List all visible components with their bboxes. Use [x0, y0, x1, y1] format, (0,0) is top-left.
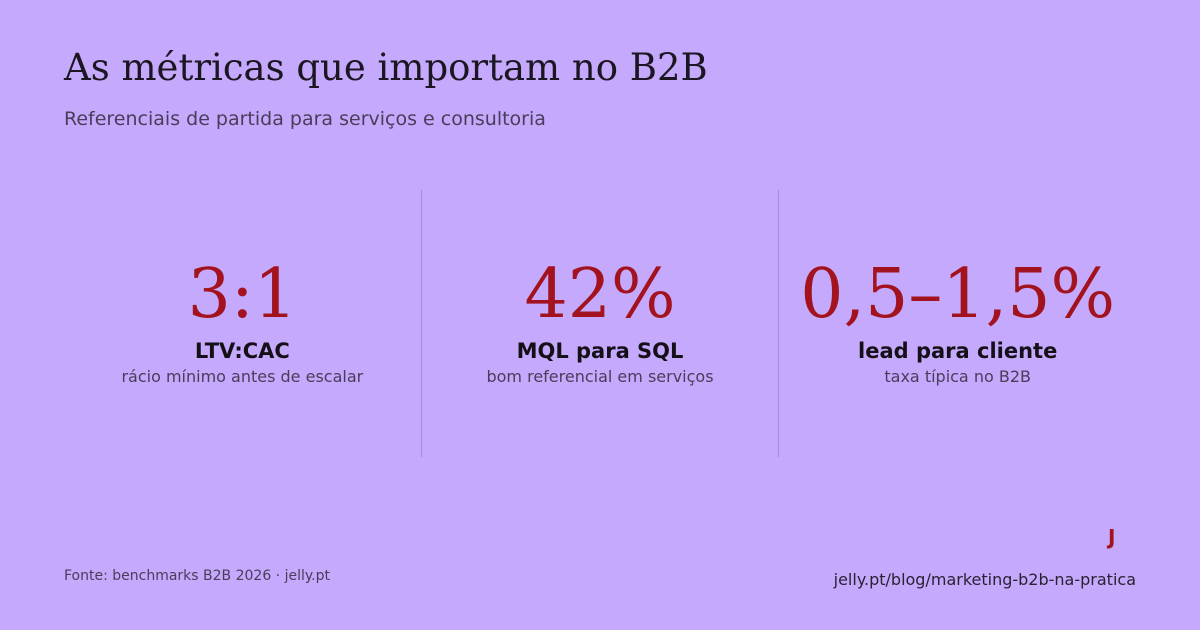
stat-value: 3:1 [187, 255, 298, 334]
subtitle: Referenciais de partida para serviços e … [64, 108, 546, 130]
stat-card: 3:1 LTV:CAC rácio mínimo antes de escalar [64, 190, 421, 457]
stat-note: taxa típica no B2B [884, 367, 1031, 386]
source: Fonte: benchmarks B2B 2026 · jelly.pt [64, 568, 330, 584]
url[interactable]: jelly.pt/blog/marketing-b2b-na-pratica [833, 570, 1136, 589]
stat-note: rácio mínimo antes de escalar [121, 367, 364, 386]
logo: J [1108, 525, 1116, 549]
stat-card: 0,5–1,5% lead para cliente taxa típica no … [778, 190, 1136, 457]
stat-label: MQL para SQL [516, 339, 684, 363]
stat-note: bom referencial em serviços [486, 367, 714, 386]
stat-value: 0,5–1,5% [800, 255, 1116, 334]
stat-label: lead para cliente [858, 339, 1058, 363]
title: As métricas que importam no B2B [64, 46, 708, 89]
stats: 3:1 LTV:CAC rácio mínimo antes de escalar 4… [64, 190, 1136, 457]
stat-card: 42% MQL para SQL bom referencial em serviç… [420, 190, 779, 457]
stat-label: LTV:CAC [194, 339, 290, 363]
stat-value: 42% [524, 255, 676, 334]
